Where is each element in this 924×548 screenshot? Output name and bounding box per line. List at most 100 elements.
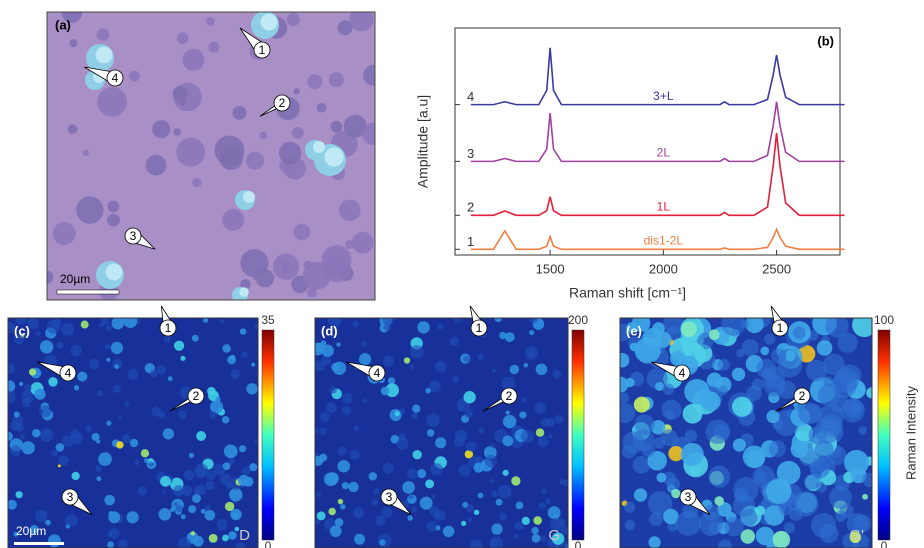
map-spot bbox=[837, 332, 858, 353]
map-spot bbox=[624, 519, 636, 531]
map-spot bbox=[144, 458, 149, 463]
map-spot bbox=[12, 415, 24, 426]
map-spot bbox=[88, 358, 100, 370]
map-spot bbox=[107, 531, 113, 538]
panel-label: (c) bbox=[14, 323, 30, 338]
map-spot bbox=[337, 498, 344, 505]
map-spot bbox=[741, 338, 759, 356]
photo-patch bbox=[97, 86, 127, 117]
map-spot bbox=[820, 414, 843, 437]
map-spot bbox=[740, 529, 756, 544]
map-spot bbox=[649, 512, 664, 526]
map-spot bbox=[14, 318, 28, 325]
map-spot bbox=[731, 367, 746, 381]
photo-patch bbox=[246, 151, 265, 170]
photo-patch bbox=[243, 191, 255, 203]
map-spot bbox=[796, 402, 805, 412]
map-spot bbox=[177, 410, 187, 420]
map-spot bbox=[651, 420, 666, 435]
marker-label: 4 bbox=[65, 366, 72, 380]
map-image bbox=[315, 318, 568, 548]
map-spot bbox=[648, 536, 661, 548]
photo-patch bbox=[152, 120, 171, 139]
marker-label: 3 bbox=[386, 490, 393, 504]
map-spot bbox=[662, 383, 675, 396]
map-image bbox=[8, 318, 258, 548]
map-spot bbox=[505, 410, 510, 415]
map-spot bbox=[552, 370, 562, 379]
map-spot bbox=[40, 510, 47, 518]
map-spot bbox=[721, 318, 746, 336]
colorbar-tick-label: 100 bbox=[874, 313, 894, 327]
map-spot bbox=[178, 537, 191, 548]
map-spot bbox=[46, 319, 61, 334]
map-spot bbox=[360, 341, 367, 347]
map-spot bbox=[241, 351, 248, 358]
photo-patch bbox=[52, 222, 76, 246]
map-spot bbox=[349, 449, 360, 460]
series-index: 3 bbox=[467, 146, 474, 161]
map-spot bbox=[230, 369, 241, 380]
map-spot bbox=[538, 502, 546, 509]
map-spot bbox=[498, 512, 507, 521]
map-spot bbox=[620, 352, 630, 368]
photo-patch bbox=[76, 196, 104, 224]
photo-patch bbox=[240, 279, 251, 290]
map-spot bbox=[742, 445, 766, 469]
map-spot bbox=[521, 516, 530, 526]
map-spot bbox=[379, 539, 386, 546]
map-spot bbox=[113, 385, 122, 393]
map-spot bbox=[514, 521, 524, 531]
map-spot bbox=[246, 383, 258, 395]
photo-patch bbox=[361, 122, 375, 145]
y-axis-label: Amplitude [a.u] bbox=[415, 95, 431, 188]
photo-patch bbox=[145, 154, 167, 176]
photo-patch bbox=[69, 39, 78, 48]
map-spot bbox=[315, 427, 319, 435]
map-spot bbox=[681, 321, 697, 337]
map-spot bbox=[453, 436, 466, 448]
map-spot bbox=[515, 501, 524, 510]
map-spot bbox=[862, 472, 872, 488]
map-spot bbox=[766, 410, 780, 424]
map-spot bbox=[528, 318, 539, 324]
map-spot bbox=[385, 383, 399, 398]
map-spot bbox=[706, 372, 723, 388]
map-spot bbox=[502, 435, 514, 447]
map-spot bbox=[473, 509, 480, 516]
map-spot bbox=[684, 429, 698, 443]
map-spot bbox=[228, 531, 237, 540]
photo-patch bbox=[259, 131, 268, 140]
map-spot bbox=[337, 446, 347, 456]
series-index: 4 bbox=[467, 89, 474, 104]
map-spot bbox=[77, 371, 88, 382]
marker-label: 2 bbox=[279, 96, 286, 110]
map-spot bbox=[431, 494, 436, 499]
map-spot bbox=[531, 533, 541, 543]
marker-bubble bbox=[673, 364, 691, 382]
map-spot bbox=[470, 539, 483, 548]
map-image bbox=[620, 318, 872, 548]
map-spot bbox=[205, 480, 215, 491]
map-spot bbox=[382, 355, 395, 367]
map-spot bbox=[123, 318, 138, 328]
map-spot bbox=[478, 427, 485, 434]
marker-label: 3 bbox=[685, 490, 692, 504]
map-spot bbox=[684, 378, 710, 405]
map-spot bbox=[680, 442, 704, 466]
map-spot bbox=[219, 473, 232, 486]
map-spot bbox=[107, 541, 114, 548]
marker-bubble bbox=[368, 364, 386, 382]
map-spot bbox=[717, 358, 730, 371]
map-spot bbox=[382, 462, 394, 474]
map-spot bbox=[162, 489, 167, 494]
map-spot bbox=[411, 412, 419, 420]
map-spot bbox=[509, 364, 520, 375]
marker-bubble bbox=[771, 319, 789, 337]
map-spot bbox=[328, 507, 336, 516]
map-spot bbox=[323, 472, 338, 487]
map-spot bbox=[539, 535, 546, 542]
photo-patch bbox=[293, 88, 300, 95]
map-spot bbox=[362, 398, 368, 403]
map-spot bbox=[254, 439, 258, 446]
